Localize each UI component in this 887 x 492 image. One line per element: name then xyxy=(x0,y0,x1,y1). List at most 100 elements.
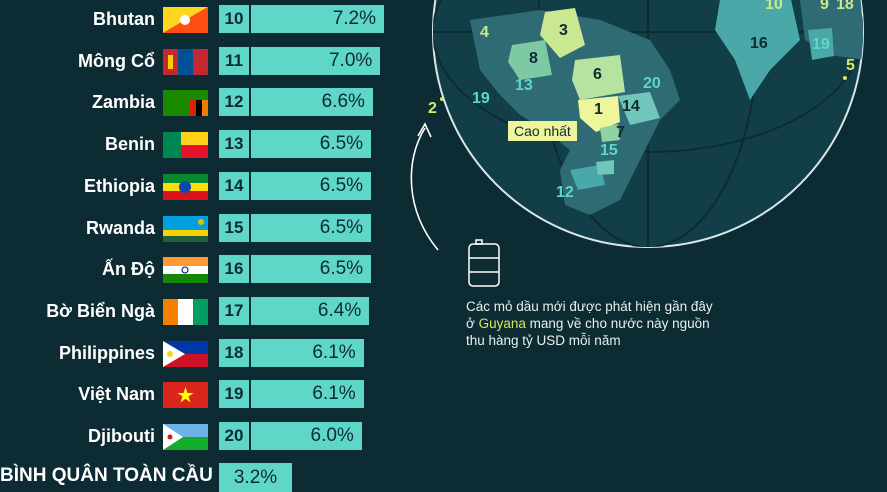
value-label: 6.1% xyxy=(312,341,356,363)
flag-icon xyxy=(163,173,208,200)
highest-callout: Cao nhất xyxy=(508,121,577,141)
country-shape-8 xyxy=(508,40,552,80)
rank-badge: 12 xyxy=(219,88,249,117)
chart-row: Rwanda 15 6.5% xyxy=(0,213,887,243)
note-line-2: ở Guyana mang về cho nước này nguồn xyxy=(466,316,710,331)
map-label-18: 18 xyxy=(836,0,854,13)
guyana-note: Các mỏ dầu mới được phát hiện gần đây ở … xyxy=(466,298,766,349)
value-label: 6.6% xyxy=(321,91,365,113)
value-label: 7.0% xyxy=(328,49,373,71)
map-label-3: 3 xyxy=(559,22,568,39)
chart-row: Ethiopia 14 6.5% xyxy=(0,171,887,201)
value-label: 6.0% xyxy=(310,425,354,446)
india-landmass xyxy=(715,0,800,100)
country-label: Ấn Độ xyxy=(102,259,155,280)
flag-icon xyxy=(163,298,208,325)
map-label-4: 4 xyxy=(480,24,489,41)
chart-row: Việt Nam 19 6.1% xyxy=(0,379,887,409)
map-label-7: 7 xyxy=(616,124,625,141)
rank-badge: 11 xyxy=(219,46,249,75)
oil-barrel-icon xyxy=(468,239,500,287)
rank-badge: 16 xyxy=(219,255,249,284)
chart-row: Djibouti 20 6.0% xyxy=(0,421,887,451)
map-label-17: 19 xyxy=(472,90,490,107)
guyana-arrow xyxy=(410,127,439,251)
map-label-2: 2 xyxy=(428,100,437,117)
map-label-9: 9 xyxy=(820,0,829,13)
value-bar xyxy=(251,130,372,159)
chart-row: Bhutan 10 7.2% xyxy=(0,4,887,34)
flag-icon xyxy=(163,132,208,159)
map-label-10: 10 xyxy=(765,0,783,13)
country-shape-7 xyxy=(600,124,620,142)
chart-row: Philippines 18 6.1% xyxy=(0,338,887,368)
value-bar xyxy=(251,46,381,75)
global-average-label: BÌNH QUÂN TOÀN CẦU xyxy=(0,465,213,486)
guyana-highlight: Guyana xyxy=(478,316,526,331)
rank-badge: 19 xyxy=(219,380,249,409)
global-average-bar: 3.2% xyxy=(219,463,292,492)
rank-badge: 10 xyxy=(219,5,249,33)
country-shape-1 xyxy=(578,96,620,132)
country-label: Bờ Biển Ngà xyxy=(46,300,155,321)
country-label: Rwanda xyxy=(85,217,155,238)
value-bar xyxy=(251,171,372,200)
rank-badge: 15 xyxy=(219,213,249,242)
country-label: Djibouti xyxy=(88,426,155,446)
rank-badge: 17 xyxy=(219,296,249,325)
value-bar xyxy=(251,338,364,367)
chart-row: Mông Cổ 11 7.0% xyxy=(0,46,887,76)
map-label-13: 13 xyxy=(515,77,533,94)
value-bar xyxy=(251,422,362,450)
rank-badge: 18 xyxy=(219,338,249,367)
flag-icon xyxy=(163,215,208,242)
flag-icon xyxy=(163,48,208,75)
map-label-12: 12 xyxy=(556,184,574,201)
country-label: Ethiopia xyxy=(84,175,155,196)
country-shape-14 xyxy=(618,92,660,125)
chart-row: Bờ Biển Ngà 17 6.4% xyxy=(0,296,887,326)
value-bar xyxy=(251,380,364,409)
map-label-16: 16 xyxy=(750,35,768,52)
country-shape-6 xyxy=(572,55,625,100)
arrow-head-icon xyxy=(417,122,432,138)
map-label-6: 6 xyxy=(593,66,602,83)
country-label: Việt Nam xyxy=(78,384,155,405)
value-label: 6.4% xyxy=(317,299,362,321)
map-label-19: 19 xyxy=(812,36,830,53)
value-bar xyxy=(251,88,373,117)
map-label-1: 1 xyxy=(594,101,603,118)
flag-icon xyxy=(163,424,208,450)
country-label: Zambia xyxy=(91,92,155,113)
flag-icon xyxy=(163,340,208,367)
country-label: Mông Cổ xyxy=(78,50,155,71)
value-bar xyxy=(251,5,384,33)
flag-icon xyxy=(163,90,208,117)
map-label-8: 8 xyxy=(529,50,538,67)
country-shape-15 xyxy=(596,160,614,175)
value-label: 7.2% xyxy=(332,8,376,29)
value-bar xyxy=(251,213,372,242)
value-bar xyxy=(251,255,372,284)
rank-badge: 14 xyxy=(219,171,249,200)
country-label: Benin xyxy=(104,134,155,155)
map-label-5: 5 xyxy=(846,57,855,74)
value-bar xyxy=(251,296,370,325)
map-label-15: 15 xyxy=(600,142,618,159)
note-line-3: thu hàng tỷ USD mỗi năm xyxy=(466,333,621,348)
chart-row: Zambia 12 6.6% xyxy=(0,87,887,117)
flag-icon xyxy=(163,257,208,284)
rank-badge: 13 xyxy=(219,130,249,159)
rank-badge: 20 xyxy=(219,422,249,450)
value-label: 6.5% xyxy=(319,174,364,196)
map-label-14: 14 xyxy=(622,98,640,115)
chart-row: Ấn Độ 16 6.5% xyxy=(0,254,887,284)
value-label: 6.5% xyxy=(319,216,364,238)
map-label-20: 20 xyxy=(643,75,661,92)
chart-row: Benin 13 6.5% xyxy=(0,129,887,159)
note-line-1: Các mỏ dầu mới được phát hiện gần đây xyxy=(466,299,713,314)
flag-icon xyxy=(163,7,208,33)
country-label: Bhutan xyxy=(93,9,155,29)
value-label: 6.5% xyxy=(319,133,364,155)
